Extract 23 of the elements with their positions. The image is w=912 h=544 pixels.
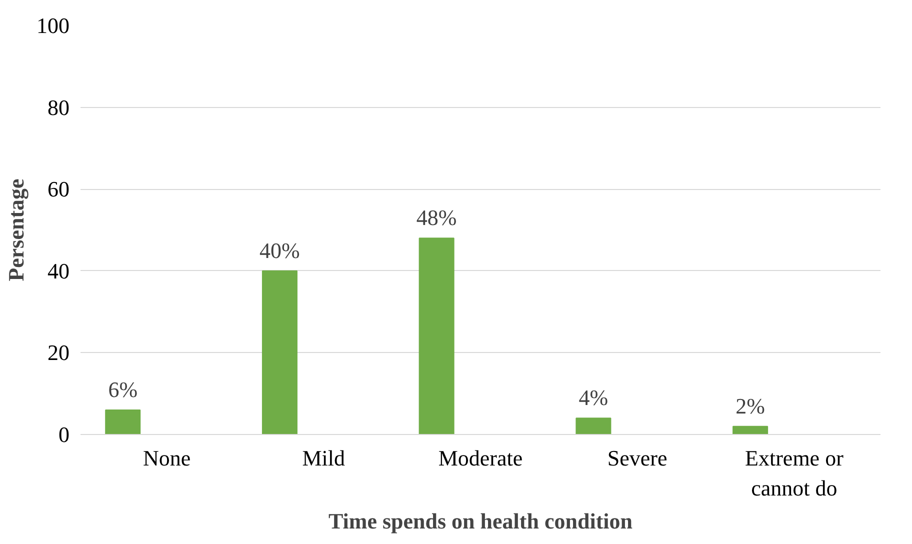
data-label: 40%: [260, 238, 300, 263]
data-label: 4%: [578, 385, 608, 410]
data-label: 6%: [108, 376, 138, 402]
x-tick-label: Mild: [302, 446, 346, 470]
x-axis-title: Time spends on health condition: [328, 508, 633, 534]
y-axis-title: Persentage: [4, 178, 28, 282]
y-tick-label: 20: [48, 340, 70, 366]
bar: [105, 409, 141, 434]
bar: [732, 426, 768, 434]
x-tick-label: Extreme or cannot do: [745, 446, 844, 500]
y-tick-label: 40: [48, 258, 70, 284]
x-tick-label: None: [142, 446, 191, 470]
x-tick-label: Severe: [607, 446, 668, 470]
data-label: 48%: [416, 205, 457, 230]
y-tick-label: 80: [48, 94, 70, 120]
data-label: 2%: [736, 393, 765, 418]
y-tick-label: 0: [58, 422, 70, 447]
y-tick-label: 60: [48, 176, 70, 202]
bar: [576, 418, 612, 434]
bar: [418, 238, 454, 434]
bar: [262, 270, 298, 434]
x-tick-label: Moderate: [438, 446, 523, 470]
y-tick-label: 100: [36, 13, 70, 38]
